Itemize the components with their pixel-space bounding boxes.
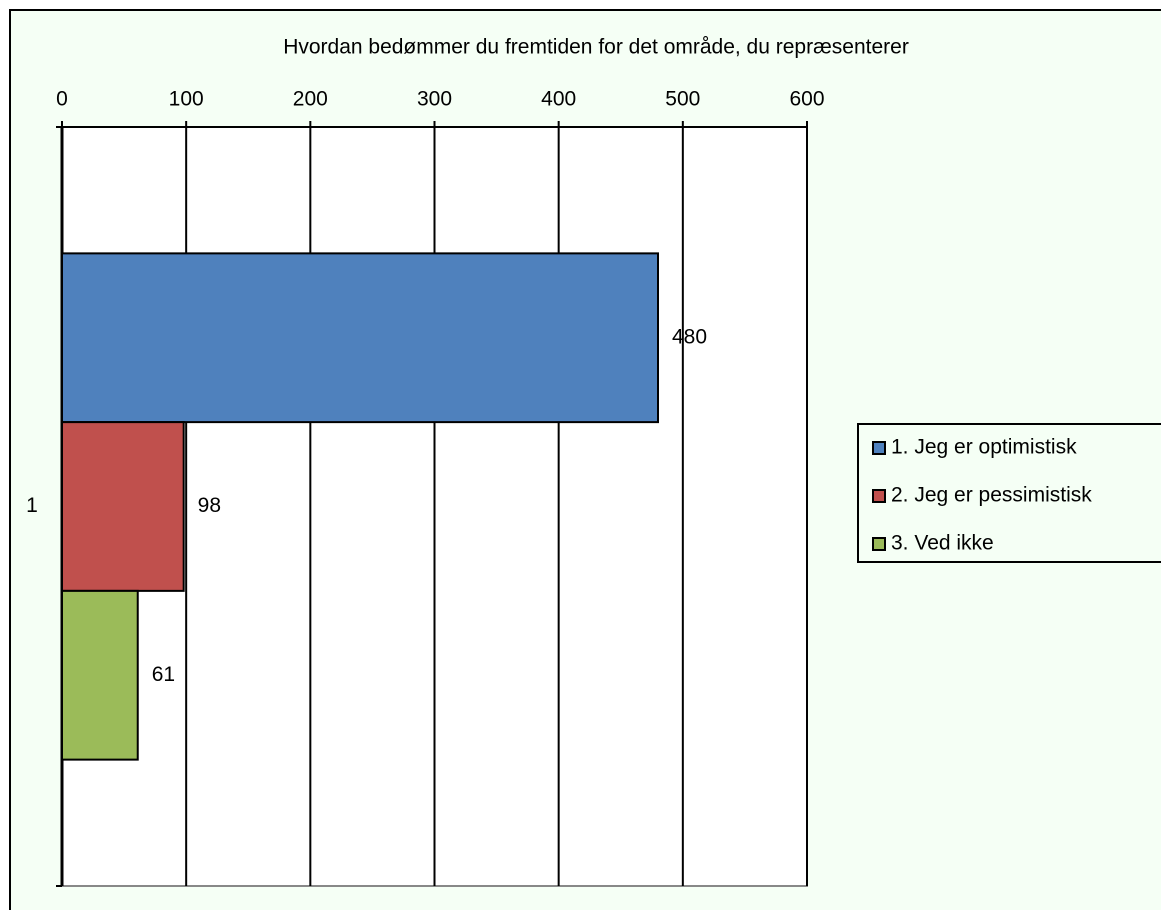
bar	[61, 589, 139, 761]
legend-swatch	[872, 441, 886, 455]
legend	[857, 423, 1161, 563]
data-label: 480	[672, 325, 707, 348]
legend-swatch	[872, 537, 886, 551]
chart-title: Hvordan bedømmer du fremtiden for det om…	[283, 36, 909, 59]
data-label: 61	[152, 663, 175, 686]
y-tick-label: 1	[26, 494, 38, 517]
legend-label: 1. Jeg er optimistisk	[891, 436, 1077, 459]
x-tick-label: 500	[665, 88, 700, 111]
legend-swatch	[872, 489, 886, 503]
legend-label: 2. Jeg er pessimistisk	[891, 484, 1092, 507]
bar	[61, 421, 185, 592]
legend-label: 3. Ved ikke	[891, 532, 994, 555]
x-tick-label: 300	[417, 88, 452, 111]
x-tick-label: 100	[169, 88, 204, 111]
x-tick-label: 0	[56, 88, 68, 111]
bar	[61, 252, 659, 424]
x-tick-label: 600	[789, 88, 824, 111]
x-tick-label: 200	[293, 88, 328, 111]
data-label: 98	[198, 494, 221, 517]
x-tick-label: 400	[541, 88, 576, 111]
